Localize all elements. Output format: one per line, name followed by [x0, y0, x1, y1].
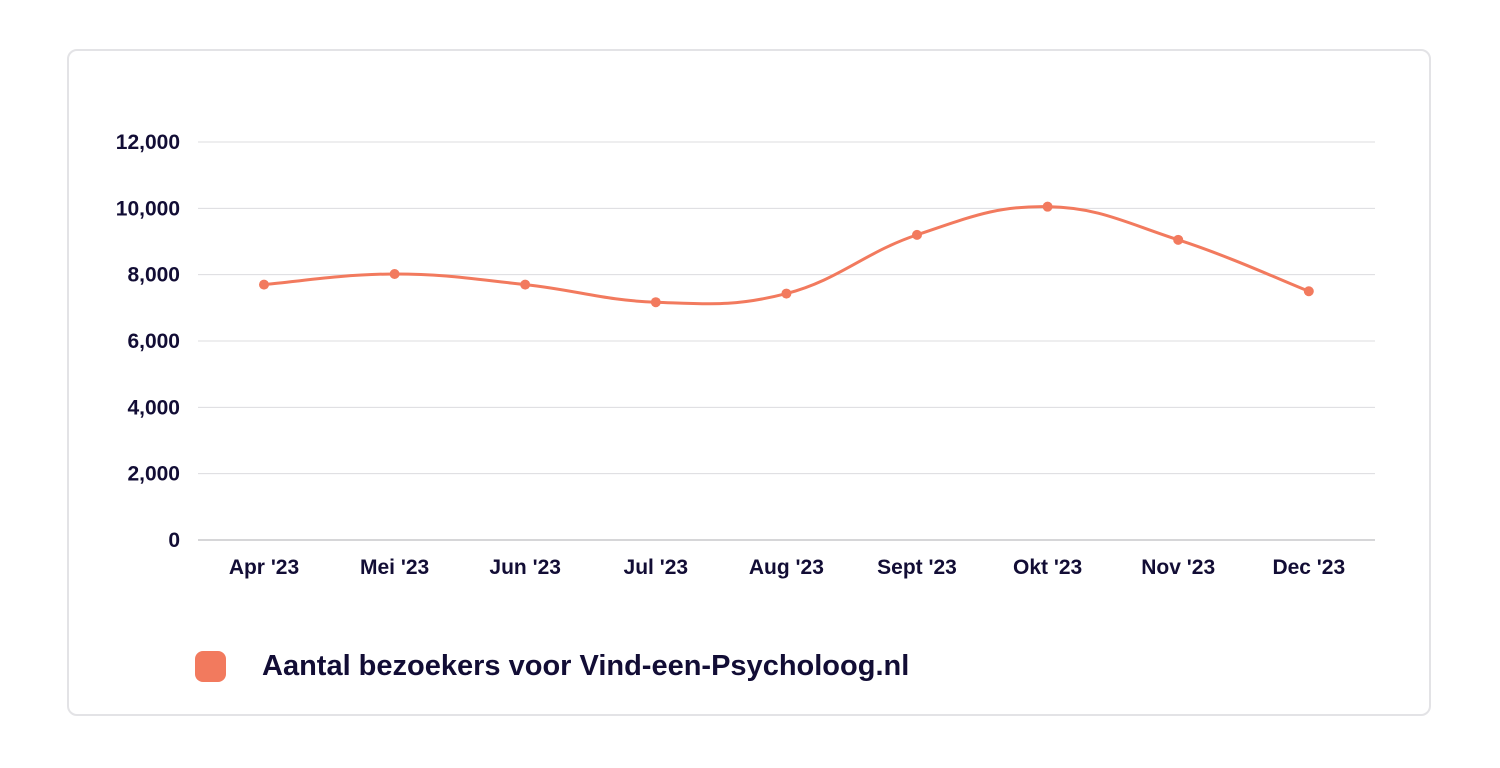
x-axis-ticks: Apr '23 Mei '23 Jun '23 Jul '23 Aug '23 Sept …	[229, 556, 1345, 579]
data-point[interactable]	[520, 279, 531, 290]
y-tick-label: 0	[168, 529, 180, 552]
x-tick-label: Sept '23	[877, 556, 957, 579]
x-tick-label: Mei '23	[360, 556, 429, 579]
data-point[interactable]	[1303, 286, 1314, 297]
data-point[interactable]	[1042, 201, 1053, 212]
chart-card	[67, 49, 1431, 716]
x-tick-label: Apr '23	[229, 556, 299, 579]
line-chart: 0 2,000 4,000 6,000 8,000 10,000 12,000 Apr '2…	[116, 131, 1375, 579]
data-point[interactable]	[389, 269, 400, 280]
y-tick-label: 2,000	[127, 463, 180, 486]
y-axis-ticks: 0 2,000 4,000 6,000 8,000 10,000 12,000	[116, 131, 180, 552]
y-tick-label: 6,000	[127, 330, 180, 353]
x-tick-label: Jun '23	[489, 556, 561, 579]
data-point[interactable]	[259, 279, 269, 290]
x-tick-label: Nov '23	[1141, 556, 1215, 579]
x-tick-label: Aug '23	[749, 556, 824, 579]
data-point[interactable]	[1173, 234, 1184, 245]
data-point[interactable]	[650, 297, 661, 308]
data-point[interactable]	[781, 288, 792, 299]
legend-swatch[interactable]	[195, 650, 226, 682]
y-tick-label: 10,000	[116, 197, 180, 220]
y-tick-label: 12,000	[116, 131, 180, 154]
x-tick-label: Okt '23	[1013, 556, 1082, 579]
legend: Aantal bezoekers voor Vind-een-Psycholoo…	[195, 646, 909, 686]
x-tick-label: Dec '23	[1272, 556, 1345, 579]
grid-lines	[198, 141, 1375, 541]
y-tick-label: 8,000	[127, 264, 180, 287]
data-point[interactable]	[912, 229, 922, 240]
legend-label[interactable]: Aantal bezoekers voor Vind-een-Psycholoo…	[262, 649, 910, 682]
data-points	[259, 201, 1314, 308]
x-tick-label: Jul '23	[624, 556, 689, 579]
y-tick-label: 4,000	[127, 396, 180, 419]
